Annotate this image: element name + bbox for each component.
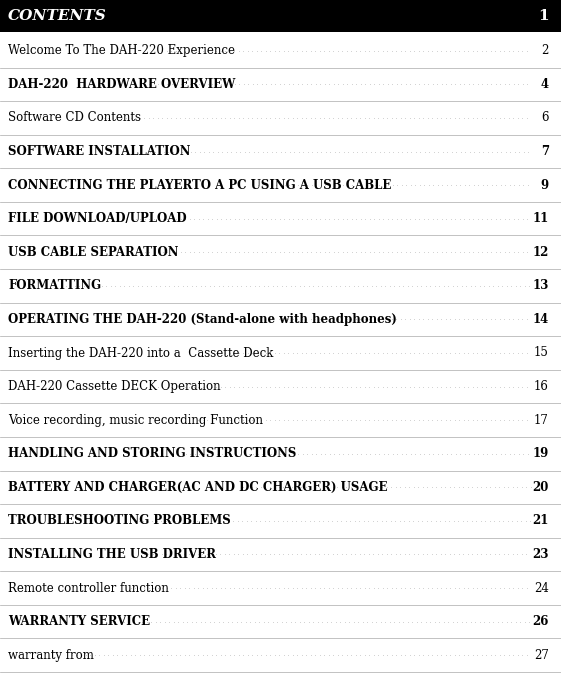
Text: 16: 16 [534, 380, 549, 393]
Text: 15: 15 [534, 347, 549, 360]
Text: Remote controller function: Remote controller function [8, 581, 169, 595]
Text: Inserting the DAH-220 into a  Cassette Deck: Inserting the DAH-220 into a Cassette De… [8, 347, 273, 360]
Text: 4: 4 [541, 78, 549, 91]
Bar [0, 0, 561, 32]
Text: Software CD Contents: Software CD Contents [8, 112, 141, 124]
Text: 11: 11 [533, 212, 549, 225]
Text: 14: 14 [533, 313, 549, 326]
Text: 27: 27 [534, 649, 549, 662]
Text: SOFTWARE INSTALLATION: SOFTWARE INSTALLATION [8, 145, 191, 158]
Text: USB CABLE SEPARATION: USB CABLE SEPARATION [8, 246, 178, 259]
Text: 1: 1 [539, 9, 549, 23]
Text: CONNECTING THE PLAYERTO A PC USING A USB CABLE: CONNECTING THE PLAYERTO A PC USING A USB… [8, 178, 392, 191]
Text: 6: 6 [541, 112, 549, 124]
Text: warranty from: warranty from [8, 649, 94, 662]
Text: 13: 13 [532, 279, 549, 292]
Text: Welcome To The DAH-220 Experience: Welcome To The DAH-220 Experience [8, 45, 235, 57]
Text: 9: 9 [541, 178, 549, 191]
Text: INSTALLING THE USB DRIVER: INSTALLING THE USB DRIVER [8, 548, 216, 561]
Text: WARRANTY SERVICE: WARRANTY SERVICE [8, 615, 150, 628]
Text: 19: 19 [533, 448, 549, 460]
Text: 23: 23 [532, 548, 549, 561]
Text: CONTENTS: CONTENTS [8, 9, 107, 23]
Text: FORMATTING: FORMATTING [8, 279, 101, 292]
Text: 24: 24 [534, 581, 549, 595]
Text: FILE DOWNLOAD/UPLOAD: FILE DOWNLOAD/UPLOAD [8, 212, 187, 225]
Text: Voice recording, music recording Function: Voice recording, music recording Functio… [8, 414, 263, 427]
Text: HANDLING AND STORING INSTRUCTIONS: HANDLING AND STORING INSTRUCTIONS [8, 448, 296, 460]
Text: 26: 26 [532, 615, 549, 628]
Text: TROUBLESHOOTING PROBLEMS: TROUBLESHOOTING PROBLEMS [8, 514, 231, 527]
Text: 2: 2 [541, 45, 549, 57]
Text: 20: 20 [532, 481, 549, 493]
Text: 17: 17 [534, 414, 549, 427]
Text: DAH-220  HARDWARE OVERVIEW: DAH-220 HARDWARE OVERVIEW [8, 78, 236, 91]
Text: 7: 7 [541, 145, 549, 158]
Text: BATTERY AND CHARGER(AC AND DC CHARGER) USAGE: BATTERY AND CHARGER(AC AND DC CHARGER) U… [8, 481, 388, 493]
Text: 12: 12 [532, 246, 549, 259]
Text: DAH-220 Cassette DECK Operation: DAH-220 Cassette DECK Operation [8, 380, 220, 393]
Text: 21: 21 [532, 514, 549, 527]
Text: OPERATING THE DAH-220 (Stand-alone with headphones): OPERATING THE DAH-220 (Stand-alone with … [8, 313, 397, 326]
